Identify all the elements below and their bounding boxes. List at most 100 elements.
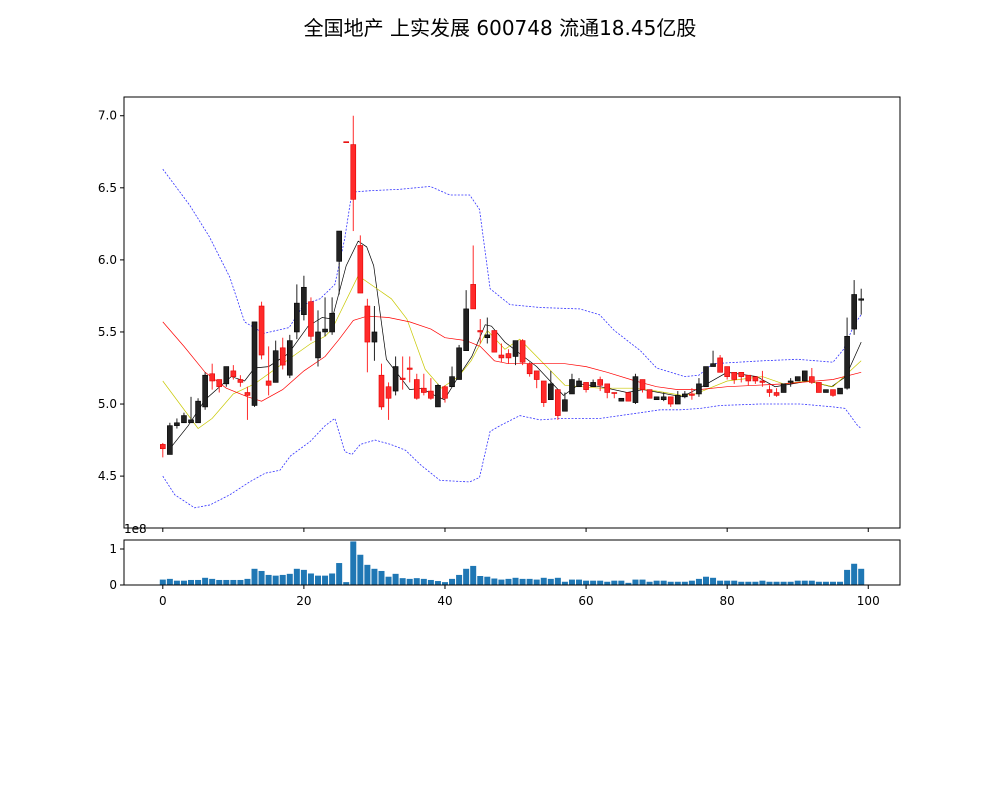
volume-bar: [329, 573, 336, 585]
candle: [823, 389, 829, 393]
candle: [181, 412, 187, 424]
candle-body: [477, 330, 484, 333]
volume-bar: [216, 579, 223, 585]
candle-body: [428, 390, 434, 399]
candle: [787, 378, 794, 387]
volume-bar: [399, 578, 406, 585]
candle-body: [809, 376, 815, 383]
volume-bar: [223, 579, 230, 585]
candle: [216, 379, 223, 393]
candle-body: [844, 335, 850, 389]
candle: [547, 370, 554, 401]
candle: [590, 379, 596, 388]
volume-y-tick-label: 0: [109, 578, 117, 592]
candle-body: [547, 383, 554, 401]
candle: [392, 356, 399, 396]
volume-bar: [484, 576, 491, 585]
candle-body: [357, 245, 364, 294]
volume-axes-frame: [123, 539, 901, 586]
candle: [209, 363, 215, 390]
volume-bar: [166, 578, 173, 585]
candle: [816, 382, 822, 393]
candle-body: [625, 392, 632, 402]
candle: [717, 355, 723, 373]
candle: [428, 378, 434, 400]
x-tick-label: 60: [578, 594, 593, 608]
candle: [449, 366, 455, 388]
candle-body: [258, 305, 265, 356]
candle: [646, 389, 653, 399]
volume-bar: [180, 580, 187, 585]
candle: [371, 306, 378, 361]
volume-bar: [568, 579, 575, 585]
volume-bar: [244, 578, 251, 585]
candle: [413, 373, 420, 400]
candle-body: [308, 301, 314, 337]
candle-body: [830, 389, 836, 396]
candle-body: [689, 393, 695, 396]
volume-bar: [660, 580, 667, 585]
candle: [237, 375, 244, 387]
candle-body: [526, 363, 533, 375]
volume-bar: [667, 581, 674, 585]
candle-body: [540, 380, 547, 403]
candle: [639, 379, 646, 393]
candle: [731, 372, 738, 384]
volume-bar: [731, 580, 738, 585]
price-panel: [160, 115, 865, 509]
candle: [336, 230, 342, 295]
candle-body: [371, 331, 378, 343]
volume-bar: [829, 581, 836, 585]
y-tick-label: 7.0: [98, 109, 117, 123]
candle-body: [174, 422, 180, 426]
ma10-line: [162, 275, 862, 429]
candle-body: [265, 380, 272, 386]
candle: [583, 382, 589, 393]
volume-bar: [837, 581, 844, 585]
candle-body: [181, 415, 187, 424]
candle: [597, 376, 603, 392]
candle-body: [682, 393, 688, 398]
candle-body: [632, 376, 639, 403]
candle: [272, 340, 279, 383]
volume-bar: [632, 579, 639, 585]
candle-body: [195, 400, 201, 424]
candle: [837, 387, 843, 395]
candle: [555, 389, 561, 420]
candle-body: [505, 353, 512, 359]
volume-bar: [583, 580, 590, 585]
candle: [752, 376, 759, 384]
volume-bar: [209, 578, 216, 585]
candle: [315, 310, 321, 367]
candle: [512, 340, 519, 366]
candle-body: [421, 387, 427, 393]
candle-body: [752, 376, 759, 382]
volume-bar: [456, 574, 463, 585]
candle: [851, 280, 857, 335]
volume-y-tick-label: 1: [109, 542, 117, 556]
volume-bar: [392, 573, 399, 585]
candle: [858, 288, 865, 315]
volume-bar: [576, 579, 583, 585]
volume-bar: [787, 581, 794, 585]
volume-bar: [554, 577, 561, 585]
candle: [258, 301, 265, 360]
candle: [540, 380, 547, 407]
volume-bar: [272, 575, 279, 585]
candle: [343, 141, 350, 143]
candle-body: [794, 376, 801, 382]
volume-bar: [427, 579, 434, 585]
candle: [223, 366, 230, 387]
candle: [830, 389, 836, 397]
candle-body: [787, 380, 794, 383]
volume-bar: [540, 577, 547, 585]
candle-body: [301, 286, 307, 315]
volume-bar: [752, 581, 759, 585]
volume-bar: [300, 569, 307, 585]
volume-bar: [590, 580, 597, 585]
candle-body: [378, 374, 385, 408]
candle: [160, 442, 166, 458]
candle-body: [703, 366, 709, 388]
volume-bar: [159, 579, 166, 585]
